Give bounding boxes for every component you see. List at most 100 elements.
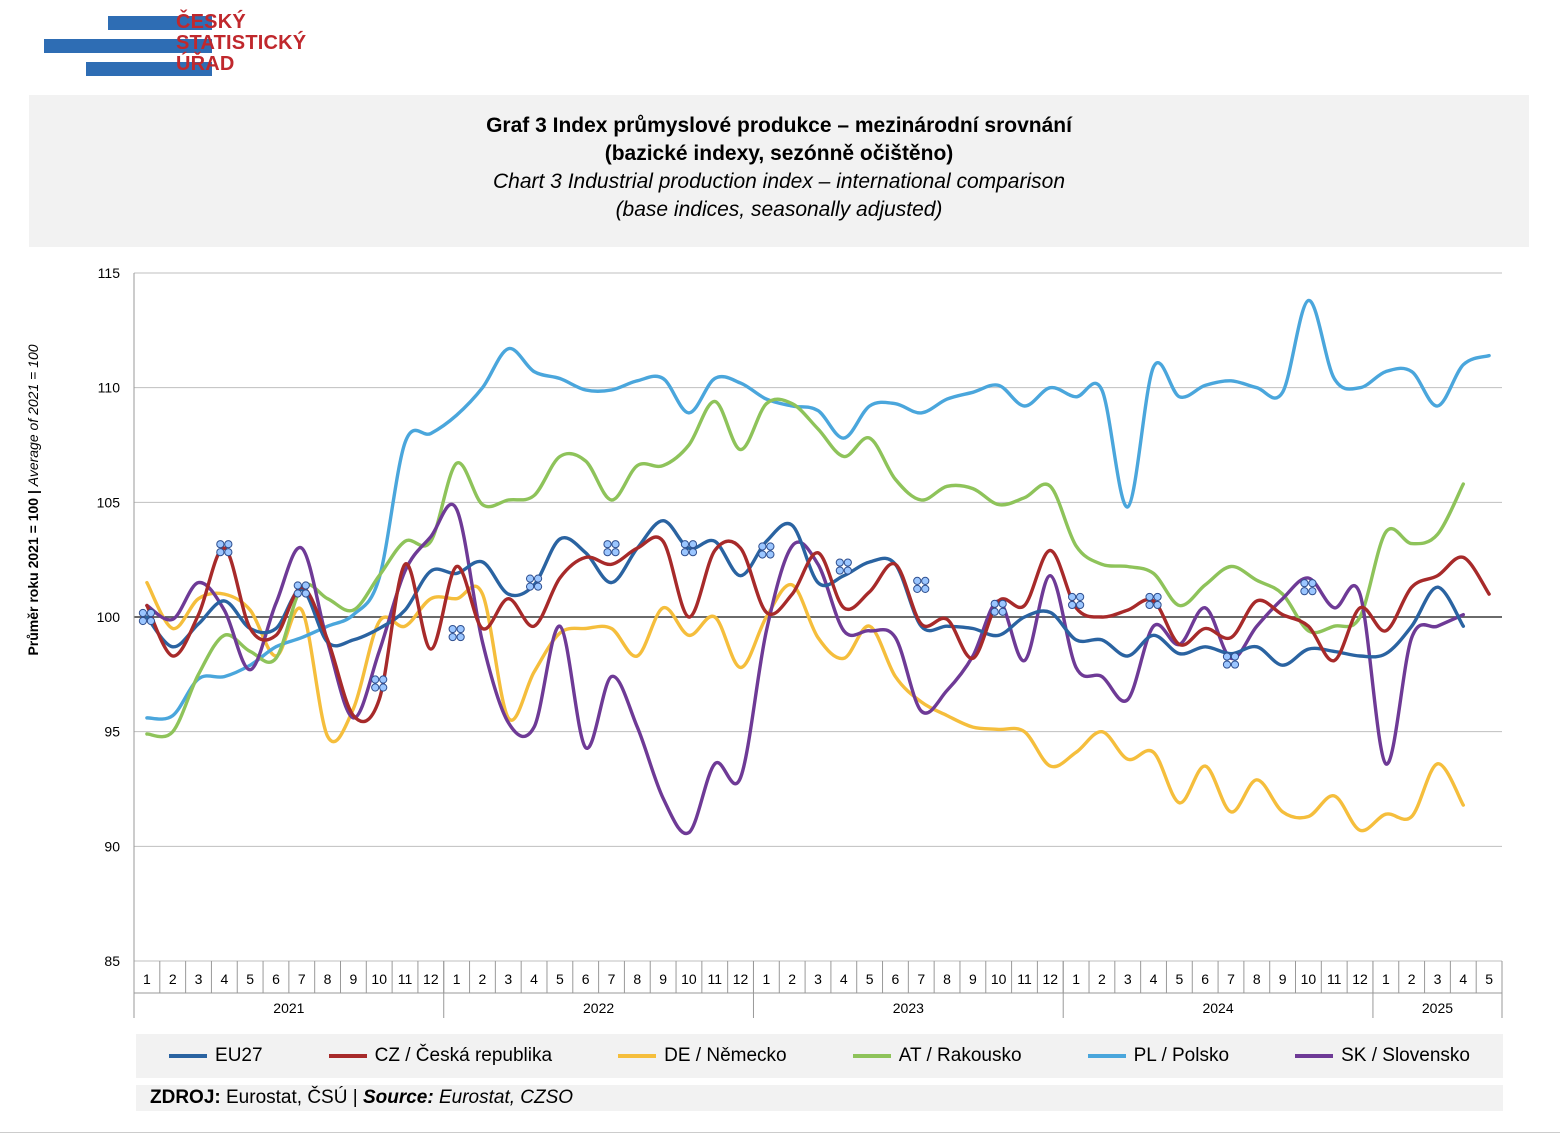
marker-dot [146,616,156,626]
month-label: 1 [1072,971,1080,987]
marker-dot [611,540,620,549]
marker-dot [998,607,1007,616]
marker-dot [843,566,852,575]
marker-dot [224,548,233,557]
year-label-2023: 2023 [893,1000,924,1016]
month-label: 11 [1017,971,1032,987]
year-label-2024: 2024 [1202,1000,1233,1016]
year-label-2022: 2022 [583,1000,614,1016]
data-point-marker [138,608,156,626]
y-tick-label-110: 110 [98,380,121,396]
marker-dot [371,683,380,692]
series-line-eu27 [145,519,1465,667]
year-label-2025: 2025 [1422,1000,1453,1016]
marker-dot [1153,600,1162,610]
month-label: 11 [707,971,722,987]
marker-dot [1076,592,1085,602]
marker-dot [1230,660,1240,669]
series-markers [138,540,1317,692]
legend-label-pl: PL / Polsko [1133,1045,1230,1066]
month-label: 12 [1043,971,1059,987]
y-tick-label-105: 105 [97,494,121,510]
month-label: 8 [1253,971,1261,987]
series-line-pl [145,298,1491,721]
data-point-marker [293,581,310,598]
marker-dot [835,558,844,567]
marker-dot [1068,592,1077,602]
marker-dot [1308,587,1317,596]
month-label: 9 [969,971,977,987]
month-label: 11 [1327,971,1342,987]
marker-dot [688,548,698,557]
month-label: 1 [453,971,461,987]
data-point-marker [1222,652,1240,669]
source-text-cz: Eurostat, ČSÚ | [220,1087,363,1108]
month-label: 7 [298,971,306,987]
marker-dot [603,548,612,557]
marker-dot [293,581,302,590]
marker-dot [1222,652,1232,661]
month-label: 3 [1124,971,1132,987]
marker-dot [680,540,690,549]
y-axis-label: Průměr roku 2021 = 100 | Average of 2021… [25,344,41,655]
data-point-marker [1068,592,1085,610]
month-label: 3 [814,971,822,987]
grid-lines [133,272,1502,962]
month-label: 7 [917,971,925,987]
marker-dot [1300,587,1309,596]
data-point-marker [371,675,388,692]
legend-swatch-at [852,1054,891,1058]
legend-label-de: DE / Německo [664,1045,787,1066]
data-point-marker [525,574,543,591]
month-label: 9 [349,971,357,987]
marker-dot [758,542,767,551]
marker-dot [1145,600,1154,610]
data-point-marker [448,624,465,642]
y-axis-label-cz: Průměr roku 2021 = 100 | [25,486,41,655]
legend-item-pl: PL / Polsko [1087,1045,1230,1067]
year-label-2021: 2021 [273,1000,304,1016]
month-label: 9 [1279,971,1287,987]
marker-dot [448,624,457,634]
month-label: 8 [633,971,641,987]
marker-dot [835,566,844,575]
x-axis: 1 2 3 4 5 6 7 8 9 10 11 12 1 2 3 4 5 6 7 8 9 10 11 12 1 2 3 4 5 6 7 8 9 1… [133,961,1503,1018]
month-label: 2 [1098,971,1106,987]
marker-dot [525,582,535,591]
month-label: 6 [892,971,900,987]
y-axis-label-en: Average of 2021 = 100 [25,344,41,487]
marker-dot [216,540,225,549]
marker-dot [1300,579,1309,588]
month-label: 4 [1150,971,1158,987]
chart-subtitle-cz: (bazické indexy, sezónně očištěno) [604,142,954,165]
series-line-de [145,580,1465,833]
marker-dot [998,599,1007,608]
month-label: 12 [733,971,749,987]
legend-label-at: AT / Rakousko [898,1045,1022,1066]
legend-item-cz: CZ / Česká republika [328,1045,552,1067]
data-point-marker [913,576,930,593]
month-label: 9 [659,971,667,987]
source-text-en: Eurostat, CZSO [433,1087,574,1108]
legend-swatch-pl [1087,1054,1126,1058]
month-label: 2 [479,971,487,987]
month-label: 5 [866,971,874,987]
month-label: 1 [762,971,770,987]
marker-dot [921,576,930,585]
month-label: 10 [1301,971,1317,987]
month-label: 4 [1459,971,1467,987]
month-label: 6 [1201,971,1209,987]
marker-dot [379,675,388,684]
marker-dot [680,548,690,557]
month-label: 10 [371,971,387,987]
marker-dot [1068,600,1077,610]
y-tick-label-85: 85 [104,953,120,969]
marker-dot [913,584,922,593]
logo-bar-1 [108,16,212,30]
czso-logo: ČESKÝ STATISTICKÝ ÚŘAD [44,12,344,82]
y-tick-label-100: 100 [97,609,121,625]
month-label: 3 [195,971,203,987]
legend-label-eu27: EU27 [215,1045,263,1066]
month-label: 4 [840,971,848,987]
marker-dot [758,550,767,559]
